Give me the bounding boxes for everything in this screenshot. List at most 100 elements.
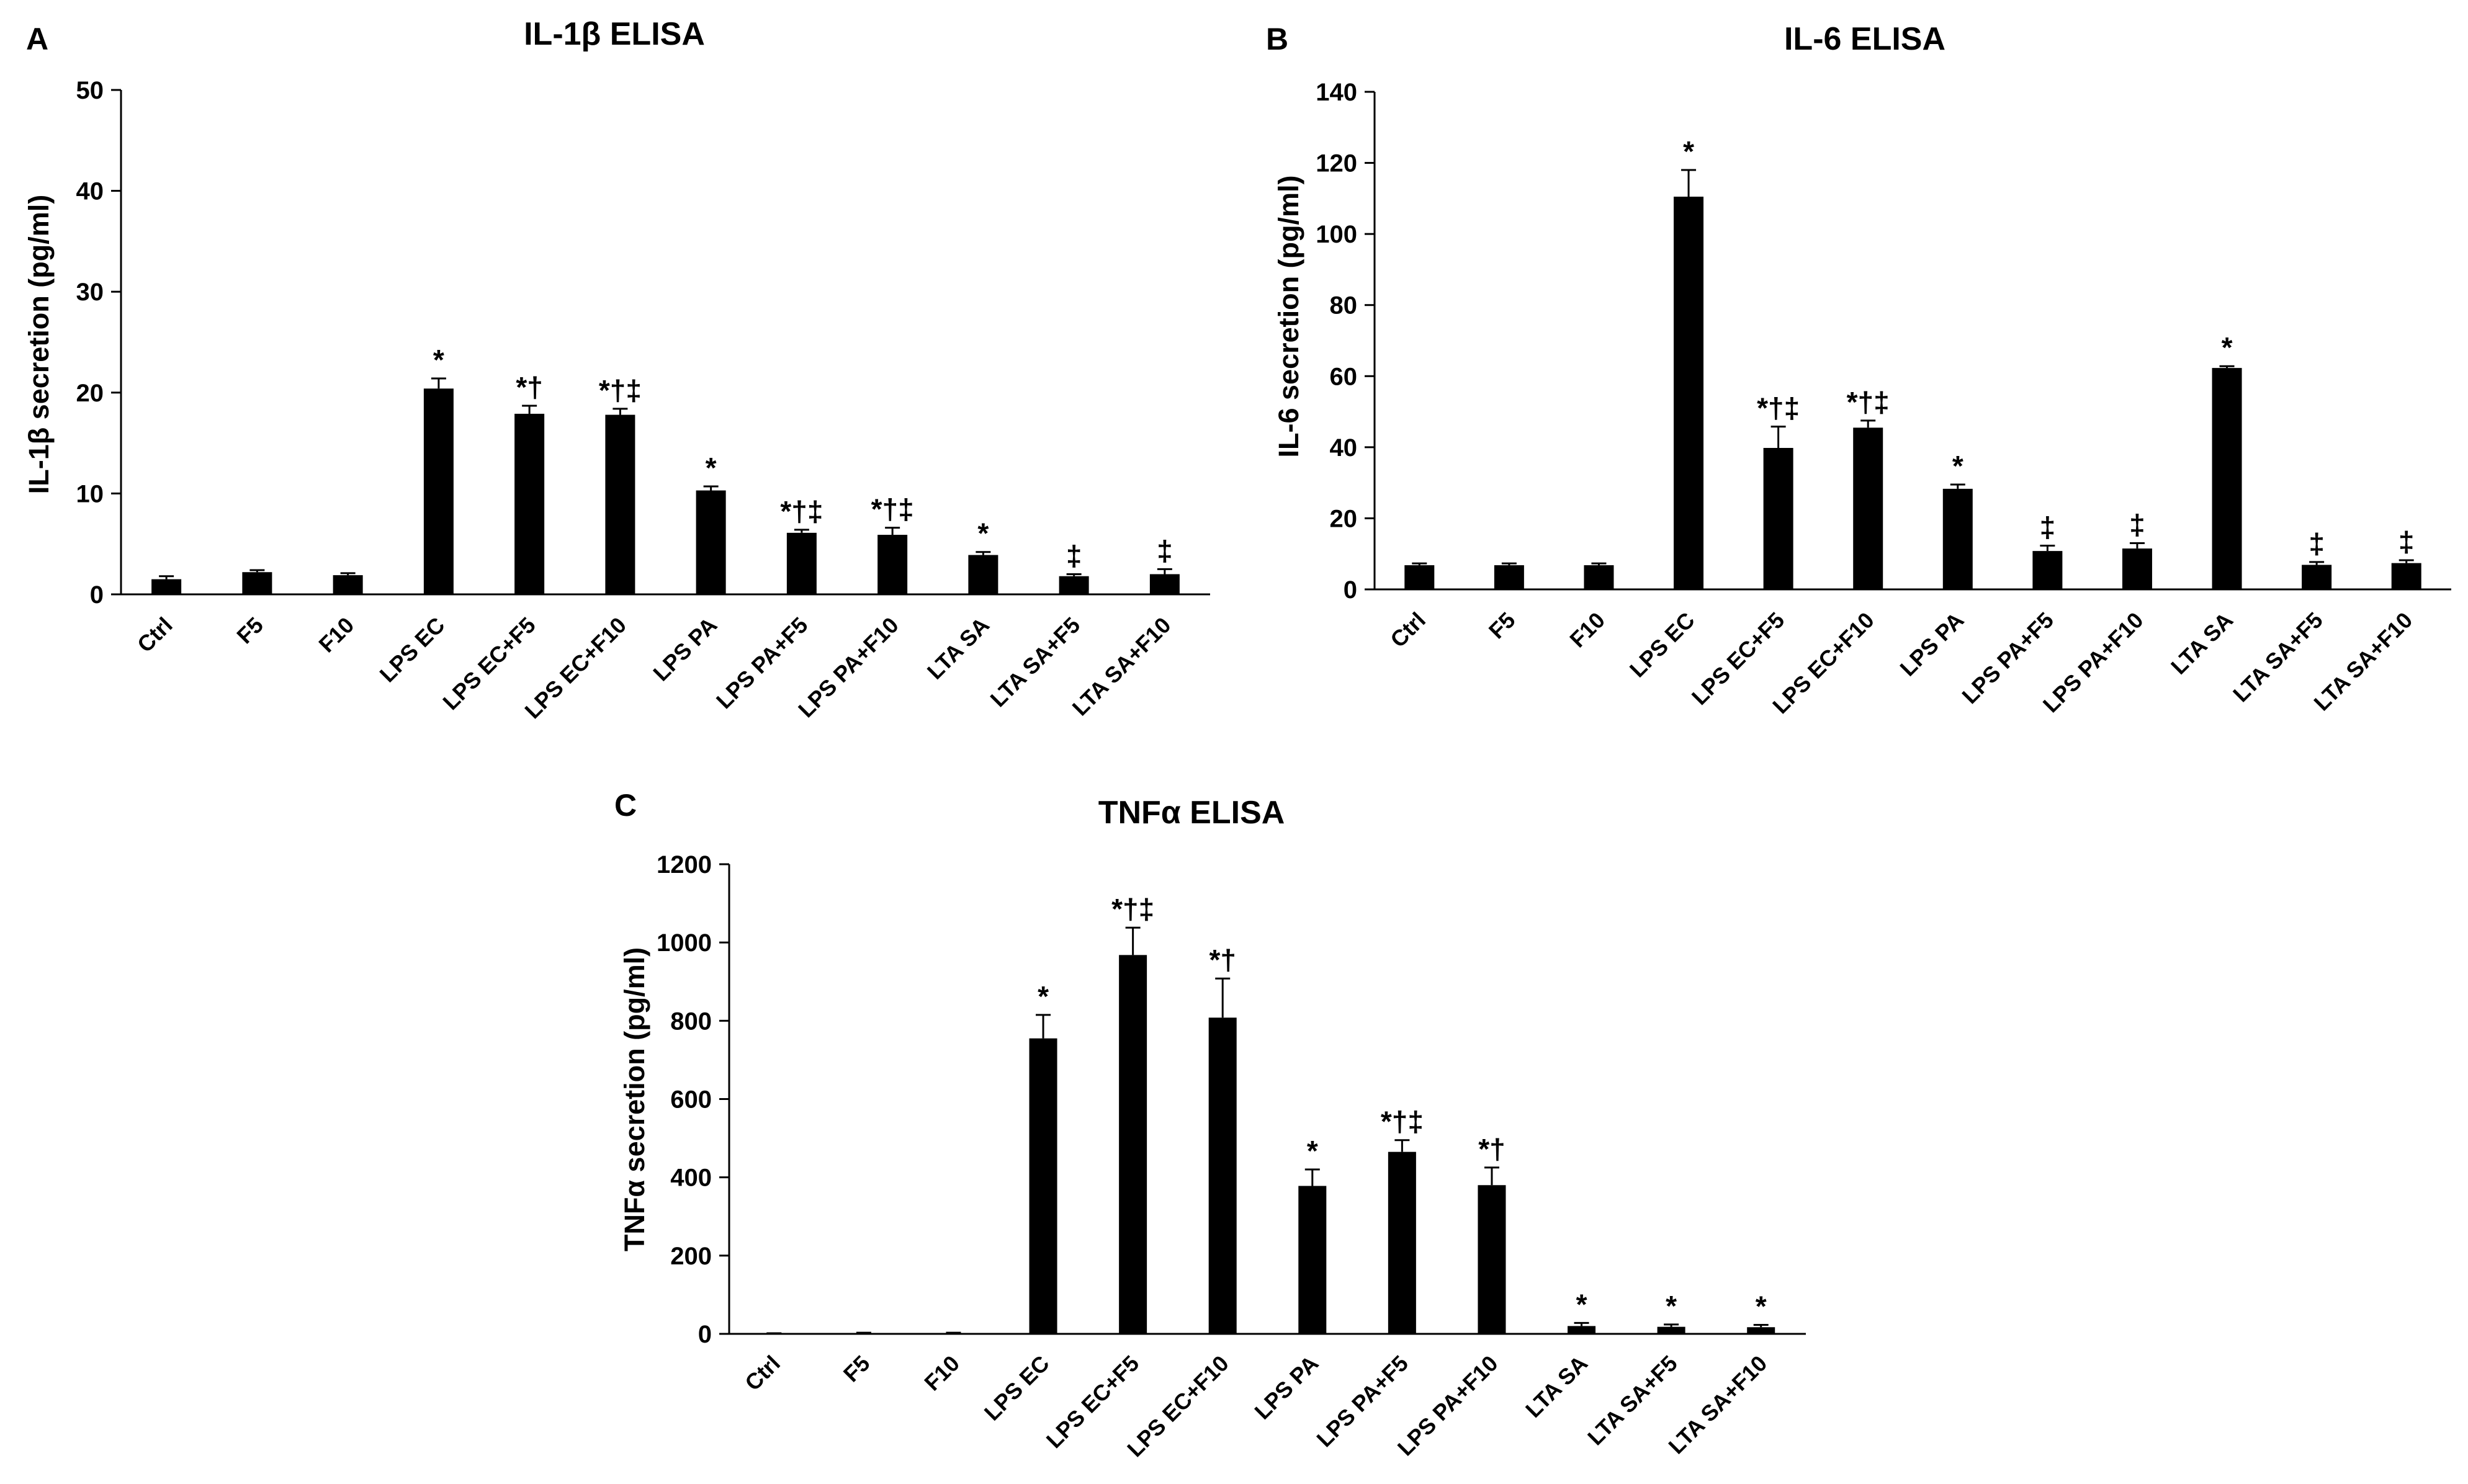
panel-a-bar — [877, 535, 908, 594]
panel-b-bar — [1853, 427, 1883, 589]
panel-b-bar — [2391, 563, 2421, 589]
panel-c-category-label: LTA SA — [1520, 1351, 1592, 1423]
panel-b-significance-label: * — [1952, 450, 1963, 482]
panel-a-category-label: LTA SA+F10 — [1067, 612, 1176, 721]
panel-b-significance-label: *†‡ — [1757, 392, 1800, 424]
panel-a-category-label: LPS EC+F5 — [438, 612, 541, 715]
panel-b-letter: B — [1266, 22, 1288, 56]
panel-c-bar — [1029, 1038, 1057, 1334]
panel-b-category-label: LPS PA — [1895, 607, 1968, 681]
panel-a-bar — [151, 579, 182, 594]
panel-c-category-label: LPS EC — [979, 1351, 1054, 1426]
panel-c-significance-label: *† — [1209, 944, 1236, 976]
panel-a-bar — [423, 388, 454, 594]
panel-b-significance-label: ‡ — [2309, 527, 2325, 560]
panel-b-category-label: LPS EC — [1625, 607, 1700, 682]
panel-c-bar — [1119, 955, 1147, 1334]
panel-a-significance-label: *† — [516, 371, 542, 403]
panel-c-y-tick-label: 200 — [670, 1243, 712, 1270]
panel-b-category-label: F5 — [1484, 607, 1520, 644]
panel-c-significance-label: *†‡ — [1111, 893, 1154, 925]
panel-a-significance-label: *†‡ — [871, 493, 914, 525]
panel-c-bar — [1298, 1186, 1327, 1334]
panel-a-bar — [242, 572, 272, 594]
panel-c-significance-label: *†‡ — [1381, 1106, 1424, 1138]
panel-c-significance-label: *† — [1478, 1133, 1505, 1165]
panel-a-category-label: LTA SA+F5 — [985, 612, 1085, 712]
panel-a-category-label: F10 — [313, 612, 359, 658]
panel-b-significance-label: * — [2222, 331, 2233, 364]
panel-a-category-label: F5 — [231, 612, 268, 649]
panel-a: A IL-1β ELISA IL-1β secretion (pg/ml) 0 1… — [23, 16, 1210, 723]
panel-b-y-axis-label: IL-6 secretion (pg/ml) — [1273, 175, 1304, 457]
panel-c-significance-label: * — [1666, 1290, 1677, 1322]
panel-c-y-tick-label: 1000 — [657, 929, 712, 957]
panel-a-y-tick-label: 0 — [90, 581, 104, 609]
panel-c-letter: C — [614, 788, 637, 823]
panel-a-category-label: Ctrl — [132, 612, 177, 658]
panel-c-bar — [1657, 1326, 1685, 1334]
panel-c-y-tick-label: 600 — [670, 1086, 712, 1114]
panel-b-y-tick-label: 80 — [1330, 292, 1358, 320]
panel-a-category-label: LPS PA — [648, 612, 722, 686]
panel-b-bar — [1674, 196, 1704, 589]
panel-b-bar — [2302, 565, 2332, 589]
panel-c-bar — [1568, 1326, 1596, 1334]
panel-b-y-tick-label: 120 — [1316, 150, 1357, 177]
panel-a-bar — [514, 413, 545, 594]
panel-b-category-label: F10 — [1564, 607, 1610, 653]
panel-c-category-label: F10 — [919, 1351, 964, 1396]
panel-b-y-tick-label: 0 — [1344, 576, 1357, 604]
panel-a-y-tick-label: 10 — [76, 480, 104, 507]
panel-c-title: TNFα ELISA — [1098, 795, 1285, 831]
panel-c-bar — [1747, 1327, 1775, 1334]
panel-a-significance-label: * — [706, 452, 717, 484]
panel-a-significance-label: *†‡ — [780, 495, 823, 527]
panel-c-category-label: LTA SA+F5 — [1582, 1351, 1682, 1450]
panel-a-y-tick-label: 30 — [76, 279, 104, 306]
panel-a-plot: 0 10 20 30 40 50 Ctrl F5 F10 * LPS EC *† LPS EC+F5 *†… — [76, 77, 1210, 723]
panel-c-y-axis-label: TNFα secretion (pg/ml) — [619, 947, 650, 1251]
panel-b-bar — [1763, 448, 1793, 589]
panel-a-significance-label: ‡ — [1157, 534, 1173, 566]
panel-b-title: IL-6 ELISA — [1784, 21, 1945, 57]
panel-a-bar — [786, 532, 817, 594]
panel-c-y-tick-label: 800 — [670, 1008, 712, 1035]
panel-a-bar — [1059, 576, 1089, 594]
panel-b-bar — [1494, 565, 1524, 589]
panel-a-bar — [968, 555, 998, 594]
panel-b-y-tick-label: 20 — [1330, 505, 1358, 532]
panel-b-y-tick-label: 60 — [1330, 363, 1358, 390]
panel-c-category-label: Ctrl — [740, 1351, 785, 1396]
panel-a-significance-label: *†‡ — [599, 374, 642, 406]
panel-a-y-tick-label: 40 — [76, 178, 104, 205]
panel-b-bar — [1404, 565, 1435, 589]
panel-b-category-label: LTA SA — [2166, 607, 2238, 679]
panel-b-bar — [2212, 368, 2242, 589]
panel-c-category-label: F5 — [838, 1351, 875, 1387]
panel-a-y-axis-label: IL-1β secretion (pg/ml) — [23, 195, 55, 494]
panel-b-significance-label: ‡ — [2040, 511, 2056, 543]
panel-a-y-tick-label: 20 — [76, 380, 104, 407]
panel-c-bar — [1388, 1151, 1416, 1334]
panel-b-bar — [2032, 551, 2063, 589]
panel-c-plot: 0 200 400 600 800 1000 1200 Ctrl F5 F10 * LPS EC *†‡… — [657, 851, 1806, 1462]
panel-c-bar — [1478, 1185, 1506, 1334]
panel-b-y-tick-label: 40 — [1330, 434, 1358, 462]
panel-c-significance-label: * — [1038, 980, 1049, 1012]
panel-a-significance-label: ‡ — [1066, 539, 1082, 571]
panel-c: C TNFα ELISA TNFα secretion (pg/ml) 0 200… — [614, 788, 1806, 1462]
panel-b: B IL-6 ELISA IL-6 secretion (pg/ml) 0 20 4… — [1266, 21, 2451, 718]
panel-b-significance-label: ‡ — [2398, 525, 2415, 558]
panel-a-category-label: LPS PA+F5 — [711, 612, 813, 714]
panel-c-category-label: LPS PA — [1249, 1351, 1323, 1424]
panel-b-significance-label: *†‡ — [1847, 386, 1890, 418]
panel-a-bar — [696, 490, 726, 594]
panel-a-category-label: LTA SA — [922, 612, 994, 684]
panel-a-significance-label: * — [977, 517, 989, 550]
panel-a-significance-label: * — [433, 344, 444, 376]
panel-a-title: IL-1β ELISA — [524, 16, 705, 52]
panel-b-plot: 0 20 40 60 80 100 120 140 Ctrl F5 F10 * LPS EC *†‡ LPS… — [1316, 79, 2451, 718]
panel-b-significance-label: ‡ — [2129, 509, 2145, 541]
panel-a-y-tick-label: 50 — [76, 77, 104, 104]
